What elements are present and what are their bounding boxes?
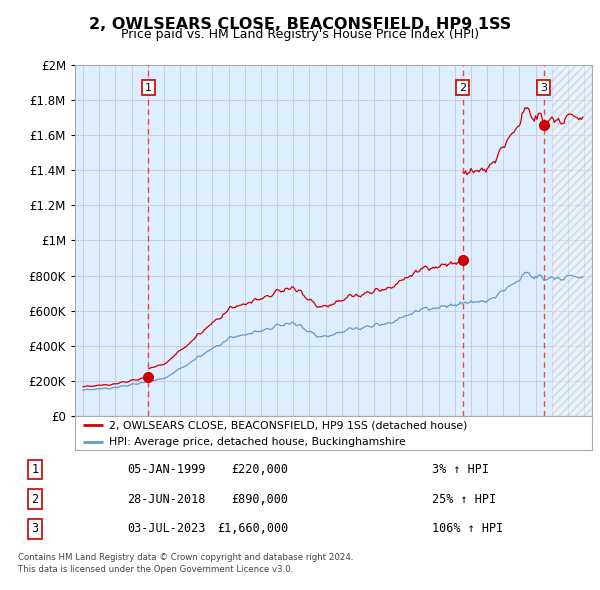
Text: 1: 1	[31, 463, 38, 476]
Text: £1,660,000: £1,660,000	[217, 523, 289, 536]
Text: 2: 2	[459, 83, 466, 93]
Text: £220,000: £220,000	[232, 463, 289, 476]
Text: 106% ↑ HPI: 106% ↑ HPI	[433, 523, 504, 536]
Text: 28-JUN-2018: 28-JUN-2018	[127, 493, 206, 506]
Text: 3: 3	[540, 83, 547, 93]
Text: £890,000: £890,000	[232, 493, 289, 506]
Text: 3: 3	[31, 523, 38, 536]
Text: HPI: Average price, detached house, Buckinghamshire: HPI: Average price, detached house, Buck…	[109, 437, 406, 447]
Text: 2, OWLSEARS CLOSE, BEACONSFIELD, HP9 1SS: 2, OWLSEARS CLOSE, BEACONSFIELD, HP9 1SS	[89, 17, 511, 31]
Text: 2, OWLSEARS CLOSE, BEACONSFIELD, HP9 1SS (detached house): 2, OWLSEARS CLOSE, BEACONSFIELD, HP9 1SS…	[109, 420, 467, 430]
Text: 05-JAN-1999: 05-JAN-1999	[127, 463, 206, 476]
Text: 2: 2	[31, 493, 38, 506]
Text: 1: 1	[145, 83, 152, 93]
Text: Contains HM Land Registry data © Crown copyright and database right 2024.: Contains HM Land Registry data © Crown c…	[18, 553, 353, 562]
Text: 03-JUL-2023: 03-JUL-2023	[127, 523, 206, 536]
Text: 25% ↑ HPI: 25% ↑ HPI	[433, 493, 497, 506]
Text: Price paid vs. HM Land Registry's House Price Index (HPI): Price paid vs. HM Land Registry's House …	[121, 28, 479, 41]
Text: 3% ↑ HPI: 3% ↑ HPI	[433, 463, 490, 476]
Text: This data is licensed under the Open Government Licence v3.0.: This data is licensed under the Open Gov…	[18, 565, 293, 574]
